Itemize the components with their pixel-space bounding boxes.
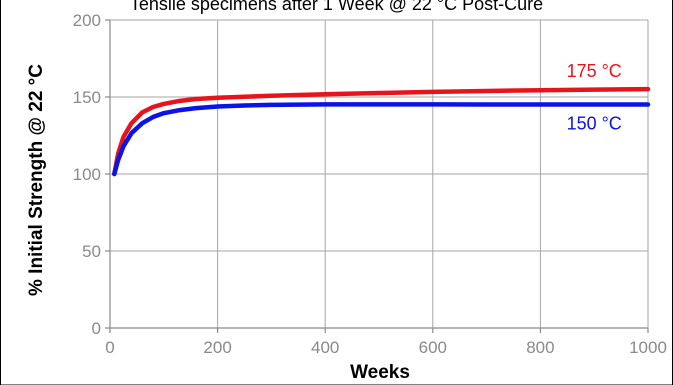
y-axis-title: % Initial Strength @ 22 °C — [26, 64, 47, 296]
x-tick-label: 200 — [203, 338, 231, 357]
y-tick-label: 50 — [82, 242, 101, 261]
series-label-1: 150 °C — [567, 114, 622, 134]
axes — [105, 19, 649, 333]
series-line-1 — [112, 102, 651, 177]
x-tick-label: 400 — [311, 338, 339, 357]
y-tick-label: 0 — [92, 319, 101, 338]
y-tick-label: 150 — [73, 88, 101, 107]
series-labels: 175 °C 150 °C — [567, 61, 622, 133]
grid — [110, 19, 649, 328]
y-tick-label: 100 — [73, 165, 101, 184]
series-line-0 — [112, 86, 651, 177]
x-tick-labels: 0 200 400 600 800 1000 — [105, 338, 667, 357]
x-axis-title: Weeks — [350, 362, 410, 383]
series-group — [112, 86, 651, 177]
x-tick-label: 600 — [419, 338, 447, 357]
top-caption: Tensile specimens after 1 Week @ 22 °C P… — [130, 0, 543, 14]
y-tick-label: 200 — [73, 11, 101, 30]
x-tick-label: 0 — [105, 338, 114, 357]
x-tick-label: 800 — [526, 338, 554, 357]
x-tick-label: 1000 — [629, 338, 667, 357]
series-label-0: 175 °C — [567, 61, 622, 81]
y-tick-labels: 0 50 100 150 200 — [73, 11, 101, 338]
